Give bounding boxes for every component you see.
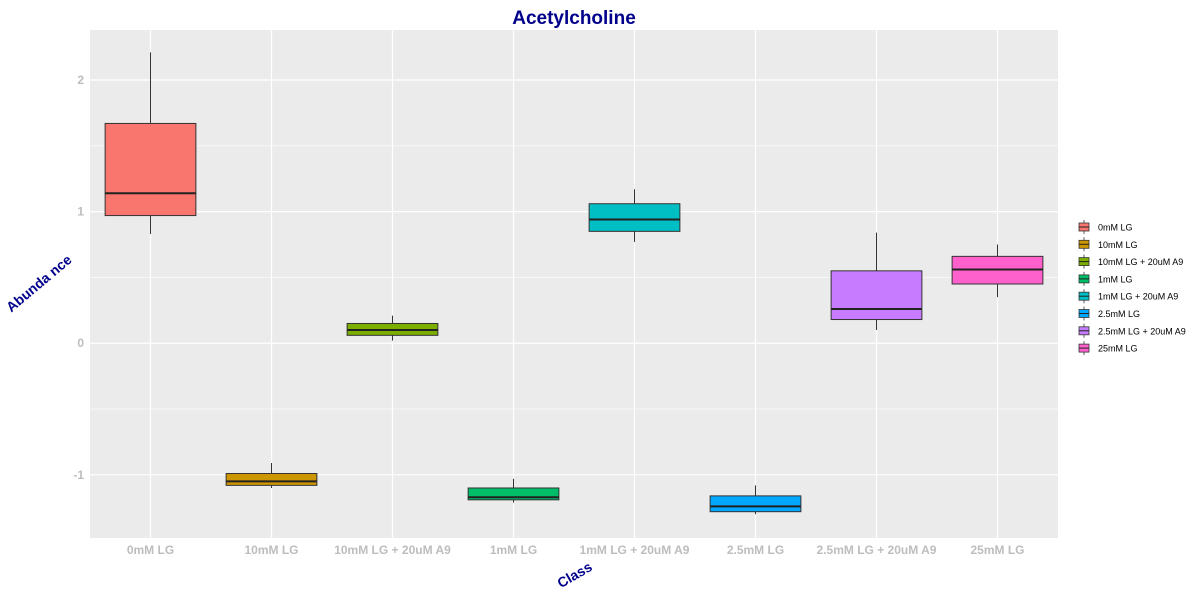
box-body: [830, 270, 923, 321]
box-0mm-lg: [104, 52, 197, 234]
x-tick-label: 10mM LG + 20uM A9: [334, 543, 451, 557]
x-tick-label: 2.5mM LG + 20uM A9: [817, 543, 937, 557]
x-tick-label: 1mM LG + 20uM A9: [580, 543, 690, 557]
x-tick-label: 25mM LG: [970, 543, 1024, 557]
x-tick-label: 10mM LG: [244, 543, 298, 557]
legend-item: 0mM LG: [1078, 220, 1133, 234]
y-tick-label: 0: [77, 336, 84, 350]
legend-label: 2.5mM LG: [1098, 309, 1140, 319]
box-2-5mm-lg: [709, 485, 802, 515]
y-tick-label: -1: [73, 468, 84, 482]
legend-item: 2.5mM LG + 20uM A9: [1078, 323, 1186, 338]
legend-label: 25mM LG: [1098, 344, 1138, 354]
legend: 0mM LG 10mM LG 10mM LG + 20uM A9 1mM LG 1mM …: [1078, 220, 1186, 356]
legend-label: 10mM LG: [1098, 240, 1138, 250]
boxes-group: [104, 52, 1044, 515]
legend-label: 1mM LG: [1098, 274, 1133, 284]
legend-item: 1mM LG + 20uM A9: [1078, 289, 1178, 304]
legend-item: 10mM LG: [1078, 237, 1138, 252]
y-axis-title: Abunda nce: [3, 251, 75, 315]
x-tick-label: 0mM LG: [127, 543, 174, 557]
box-body: [588, 203, 681, 232]
box-10mm-lg-20um-a9: [346, 315, 439, 341]
x-tick-label: 2.5mM LG: [727, 543, 784, 557]
legend-label: 10mM LG + 20uM A9: [1098, 257, 1183, 267]
box-body: [467, 487, 560, 501]
legend-item: 1mM LG: [1078, 271, 1133, 286]
x-ticks: 0mM LG 10mM LG 10mM LG + 20uM A9 1mM LG 1mM …: [127, 543, 1025, 557]
x-axis-title: Class: [554, 558, 595, 591]
box-25mm-lg: [951, 244, 1044, 298]
legend-label: 0mM LG: [1098, 223, 1133, 233]
box-10mm-lg: [225, 462, 318, 488]
box-1mm-lg: [467, 478, 560, 503]
legend-item: 10mM LG + 20uM A9: [1078, 254, 1183, 269]
y-ticks: -1 0 1 2: [73, 73, 84, 482]
box-body: [104, 122, 197, 217]
x-tick-label: 1mM LG: [490, 543, 537, 557]
chart-title: Acetylcholine: [512, 8, 636, 29]
legend-item: 2.5mM LG: [1078, 306, 1140, 321]
box-body: [709, 495, 802, 513]
legend-label: 1mM LG + 20uM A9: [1098, 292, 1178, 302]
y-tick-label: 1: [77, 205, 84, 219]
box-body: [225, 473, 318, 486]
y-tick-label: 2: [77, 73, 84, 87]
legend-item: 25mM LG: [1078, 341, 1138, 356]
box-1mm-lg-20um-a9: [588, 189, 681, 242]
box-2-5mm-lg-20um-a9: [830, 232, 923, 331]
legend-label: 2.5mM LG + 20uM A9: [1098, 326, 1186, 336]
